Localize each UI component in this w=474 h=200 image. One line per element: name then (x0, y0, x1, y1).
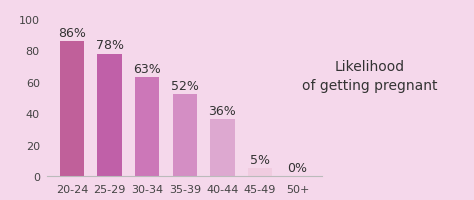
Text: 52%: 52% (171, 80, 199, 93)
Bar (173, 95, 197, 176)
Bar (60, 42, 84, 176)
Text: Likelihood
of getting pregnant: Likelihood of getting pregnant (302, 59, 438, 93)
Text: 63%: 63% (133, 62, 161, 75)
Text: 78%: 78% (96, 39, 124, 52)
Bar (135, 78, 159, 176)
Text: 86%: 86% (58, 27, 86, 40)
Text: 5%: 5% (250, 153, 270, 166)
Bar (248, 168, 272, 176)
Text: 0%: 0% (288, 161, 308, 174)
Text: 36%: 36% (209, 105, 237, 117)
Bar (98, 54, 122, 176)
Bar (210, 120, 235, 176)
